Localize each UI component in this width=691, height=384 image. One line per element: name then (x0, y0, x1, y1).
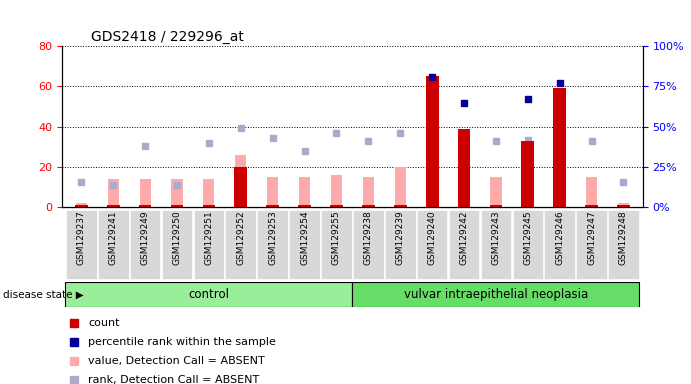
Text: GSM129241: GSM129241 (108, 210, 117, 265)
Text: GSM129239: GSM129239 (396, 210, 405, 265)
Bar (266, 205, 279, 207)
FancyBboxPatch shape (448, 210, 480, 279)
Text: GSM129237: GSM129237 (77, 210, 86, 265)
Bar (363, 177, 374, 207)
Text: GSM129251: GSM129251 (205, 210, 214, 265)
FancyBboxPatch shape (257, 210, 288, 279)
FancyBboxPatch shape (352, 282, 639, 307)
Bar (299, 205, 311, 207)
Bar (394, 205, 406, 207)
Bar (586, 177, 597, 207)
Bar (458, 177, 470, 207)
Text: percentile rank within the sample: percentile rank within the sample (88, 337, 276, 347)
Text: GSM129255: GSM129255 (332, 210, 341, 265)
Bar (395, 167, 406, 207)
Bar (171, 205, 183, 207)
Text: GSM129248: GSM129248 (619, 210, 628, 265)
Text: rank, Detection Call = ABSENT: rank, Detection Call = ABSENT (88, 375, 260, 384)
Bar (457, 129, 471, 207)
FancyBboxPatch shape (193, 210, 224, 279)
FancyBboxPatch shape (130, 210, 160, 279)
Bar (203, 179, 214, 207)
Text: GSM129238: GSM129238 (364, 210, 373, 265)
Text: GSM129247: GSM129247 (587, 210, 596, 265)
FancyBboxPatch shape (66, 282, 352, 307)
FancyBboxPatch shape (66, 210, 97, 279)
Text: GSM129240: GSM129240 (428, 210, 437, 265)
Text: value, Detection Call = ABSENT: value, Detection Call = ABSENT (88, 356, 265, 366)
Text: GSM129242: GSM129242 (460, 210, 468, 265)
FancyBboxPatch shape (385, 210, 415, 279)
Bar (76, 204, 87, 207)
FancyBboxPatch shape (162, 210, 192, 279)
Text: vulvar intraepithelial neoplasia: vulvar intraepithelial neoplasia (404, 288, 588, 301)
Text: GSM129254: GSM129254 (300, 210, 309, 265)
Bar (234, 167, 247, 207)
Bar (491, 177, 502, 207)
FancyBboxPatch shape (545, 210, 575, 279)
Bar (202, 205, 216, 207)
Bar (618, 204, 629, 207)
FancyBboxPatch shape (225, 210, 256, 279)
Bar (331, 175, 342, 207)
Text: count: count (88, 318, 120, 328)
Text: GSM129250: GSM129250 (173, 210, 182, 265)
Bar (107, 205, 120, 207)
Text: control: control (189, 288, 229, 301)
Bar (426, 76, 439, 207)
Bar (522, 179, 533, 207)
Bar (75, 205, 88, 207)
Text: disease state ▶: disease state ▶ (3, 290, 84, 300)
Bar (553, 88, 566, 207)
Bar (267, 177, 278, 207)
Bar (522, 141, 534, 207)
Text: GSM129249: GSM129249 (140, 210, 150, 265)
FancyBboxPatch shape (353, 210, 384, 279)
FancyBboxPatch shape (608, 210, 638, 279)
FancyBboxPatch shape (576, 210, 607, 279)
Bar (171, 179, 182, 207)
Bar (489, 205, 502, 207)
FancyBboxPatch shape (321, 210, 352, 279)
Text: GDS2418 / 229296_at: GDS2418 / 229296_at (91, 30, 244, 44)
FancyBboxPatch shape (417, 210, 448, 279)
Bar (362, 205, 375, 207)
FancyBboxPatch shape (481, 210, 511, 279)
Bar (585, 205, 598, 207)
Text: GSM129246: GSM129246 (555, 210, 565, 265)
Bar (235, 155, 247, 207)
FancyBboxPatch shape (98, 210, 129, 279)
Text: GSM129243: GSM129243 (491, 210, 500, 265)
Bar (299, 177, 310, 207)
Text: GSM129252: GSM129252 (236, 210, 245, 265)
Bar (617, 205, 630, 207)
Text: GSM129245: GSM129245 (523, 210, 532, 265)
Bar (108, 179, 119, 207)
Text: GSM129253: GSM129253 (268, 210, 277, 265)
Bar (139, 205, 151, 207)
Bar (140, 179, 151, 207)
FancyBboxPatch shape (513, 210, 543, 279)
FancyBboxPatch shape (290, 210, 320, 279)
Bar (330, 205, 343, 207)
